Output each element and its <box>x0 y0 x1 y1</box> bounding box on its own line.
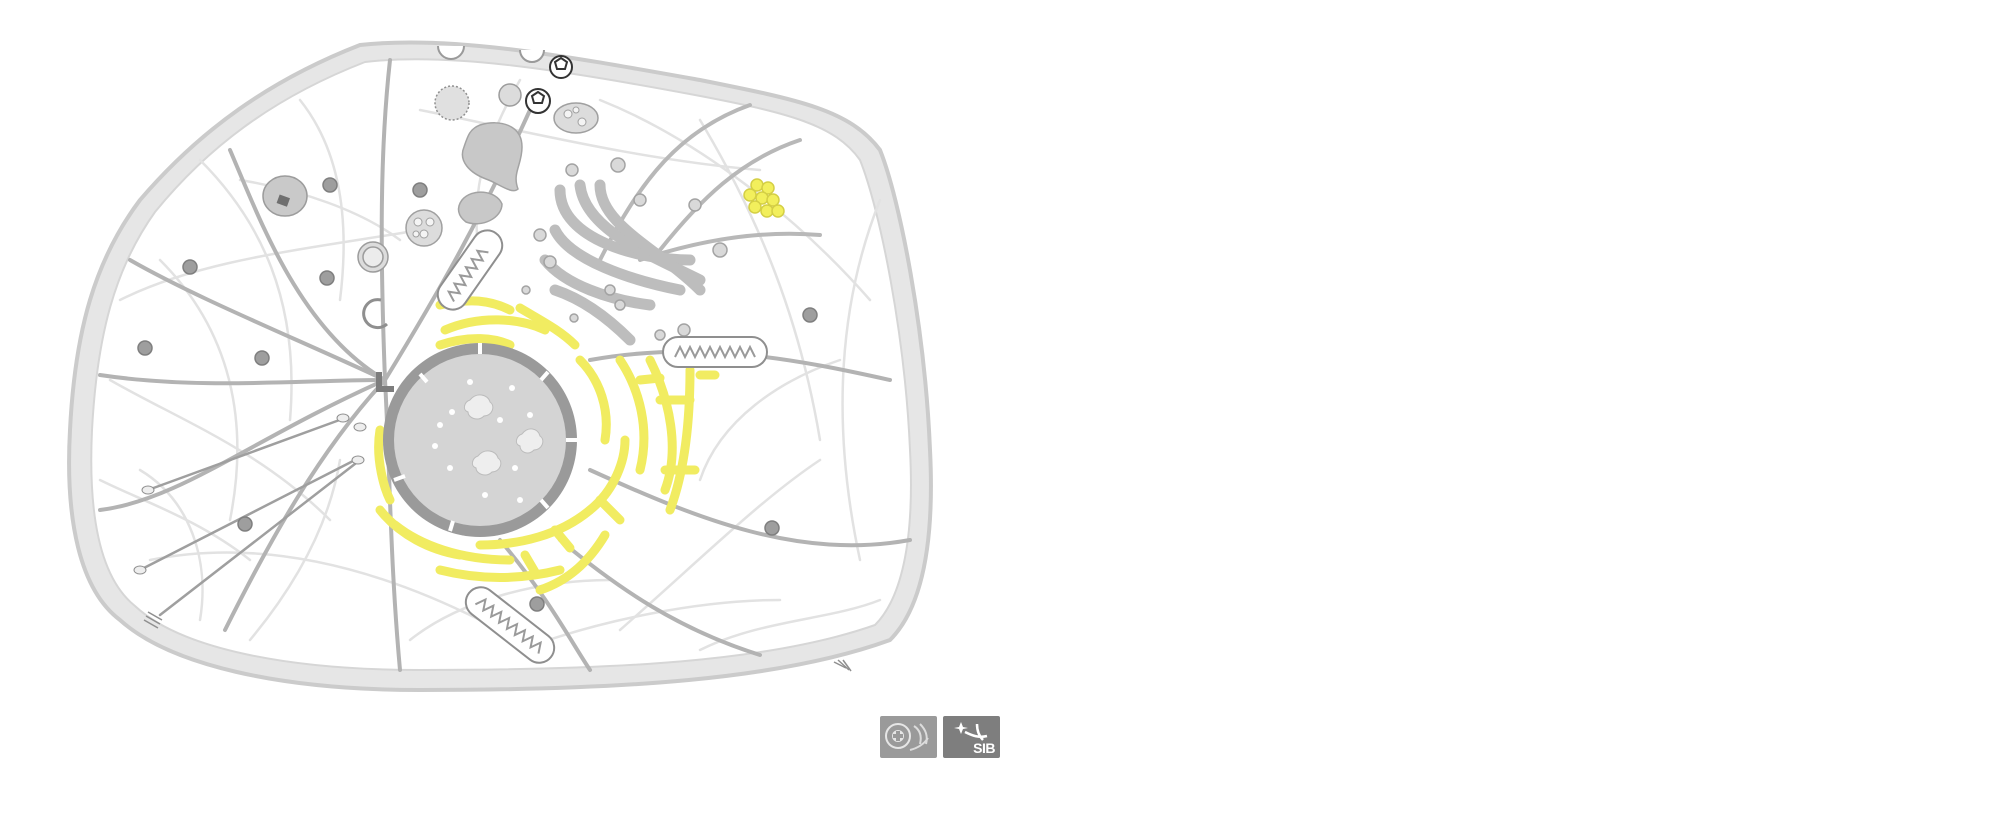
multivesicular-body <box>405 209 443 247</box>
focal-adhesion-5 <box>351 455 365 465</box>
secretory-vesicle <box>553 102 599 134</box>
swissprot-logo[interactable] <box>880 716 937 758</box>
vesicle <box>457 191 503 225</box>
swissprot-cell-icon <box>885 723 929 751</box>
mitochondrion-1 <box>436 229 504 311</box>
lipid-droplets <box>743 178 785 218</box>
cell-junction-sw <box>143 611 163 629</box>
nucleoplasm <box>394 354 566 526</box>
clathrin-coated-vesicles <box>525 55 573 114</box>
stress-fibers <box>138 416 362 617</box>
mitochondrion-2 <box>662 336 768 368</box>
golgi-vesicles <box>521 157 728 341</box>
cell-junction-se <box>833 659 852 672</box>
sib-star-icon <box>954 722 988 741</box>
focal-adhesion-2 <box>133 565 147 575</box>
endosomes <box>357 83 522 330</box>
cell-diagram <box>67 40 933 693</box>
sib-label: SIB <box>973 740 995 756</box>
peroxisomes <box>137 177 818 612</box>
vacuole <box>461 122 523 192</box>
nuclear-pores <box>393 343 577 532</box>
mitochondria <box>436 229 768 664</box>
sib-logo[interactable]: SIB <box>943 716 1000 758</box>
plasma-membrane-invaginations <box>437 45 545 63</box>
logos: SIB <box>880 716 1000 758</box>
focal-adhesion-3 <box>336 413 350 423</box>
centrosome <box>376 372 394 392</box>
caveola-vesicle <box>434 85 470 121</box>
lysosome <box>262 175 308 217</box>
focal-adhesion-1 <box>141 485 155 495</box>
focal-adhesion-4 <box>353 422 367 432</box>
nucleoli <box>463 394 544 476</box>
nuclear-speckles <box>432 379 533 503</box>
